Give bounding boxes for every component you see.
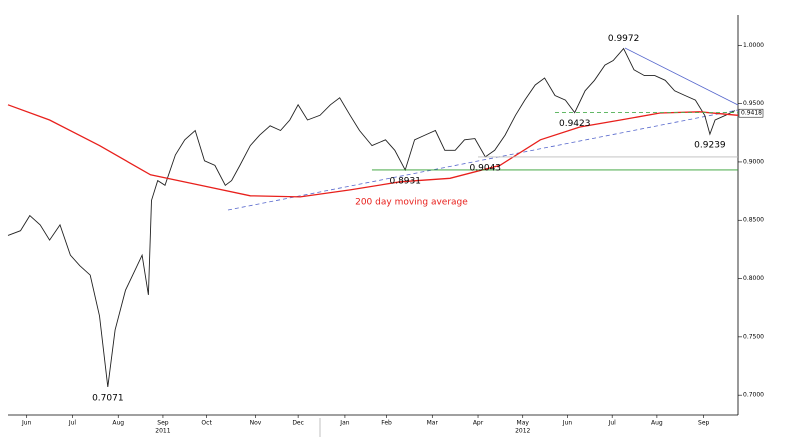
uptrend-line xyxy=(227,109,739,211)
y-tick-label: 0.9500 xyxy=(743,100,764,107)
x-tick-label: Apr xyxy=(473,420,484,427)
x-tick-label: Jun xyxy=(562,420,573,427)
y-tick-label: 1.0000 xyxy=(743,42,764,49)
y-tick-label: 0.9000 xyxy=(743,158,764,165)
x-tick-label: Feb xyxy=(381,420,392,427)
x-tick-label: Oct xyxy=(201,420,212,427)
series-label: 200 day moving average xyxy=(355,197,468,207)
x-tick-label: May xyxy=(517,420,530,427)
downtrend-line xyxy=(624,47,739,106)
year-label: 2011 xyxy=(155,428,170,435)
annotation: 0.8931 xyxy=(389,176,421,186)
x-tick-label: Mar xyxy=(427,420,439,427)
x-tick-label: Jul xyxy=(608,420,617,427)
y-tick-label: 0.8500 xyxy=(743,217,764,224)
x-tick-label: Aug xyxy=(112,420,124,427)
year-label: 2012 xyxy=(515,428,530,435)
x-tick-label: Aug xyxy=(651,420,663,427)
x-tick-label: Sep xyxy=(157,420,169,427)
x-tick-label: Dec xyxy=(292,420,304,427)
annotation: 0.7071 xyxy=(92,393,124,403)
annotation: 0.9423 xyxy=(559,119,591,129)
price-line xyxy=(7,47,736,387)
x-tick-label: Jul xyxy=(68,420,77,427)
x-tick-label: Jun xyxy=(21,420,32,427)
x-tick-label: Nov xyxy=(250,420,262,427)
y-tick-label: 0.7500 xyxy=(743,333,764,340)
annotation: 0.9043 xyxy=(470,163,502,173)
x-tick-label: Jan xyxy=(339,420,349,427)
plot: 0.7000 0.7500 0.8000 0.8500 0.9000 0.9500 1.00… xyxy=(7,34,764,435)
annotation: 0.9972 xyxy=(608,34,640,44)
x-tick-label: Sep xyxy=(698,420,710,427)
annotation: 0.9239 xyxy=(694,141,726,151)
y-tick-label: 0.8000 xyxy=(743,275,764,282)
last-price-box xyxy=(738,108,764,118)
y-tick-label: 0.7000 xyxy=(743,392,764,399)
moving-average-line xyxy=(7,104,739,198)
last-price-label: 0.9418 xyxy=(741,110,762,117)
